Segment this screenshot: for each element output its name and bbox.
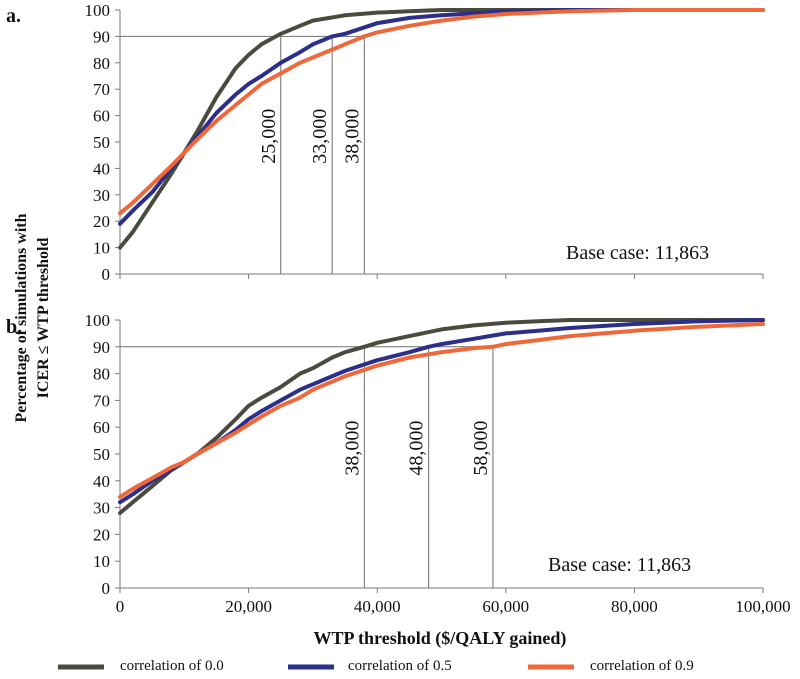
panel-a: a. Base case: 11,863 0 10 20 30 40 50 60 70 80 90… <box>6 1 765 284</box>
panel-a-series-line <box>118 8 765 226</box>
panel-a-series-line <box>118 8 765 216</box>
panel-a-y-tick-label: 30 <box>93 186 110 205</box>
legend-label-corr-0-5: correlation of 0.5 <box>348 658 452 674</box>
x-tick-label: 80,000 <box>611 597 658 616</box>
y-axis-title: Percentage of simulations with ICER ≤ WT… <box>13 213 52 422</box>
panel-b-series-line <box>118 318 765 515</box>
panel-b-label: b. <box>6 316 22 338</box>
panel-a-y-tick-label: 50 <box>93 133 110 152</box>
panel-a-y-tick-label: 10 <box>93 239 110 258</box>
panel-a-y-tick-label: 70 <box>93 80 110 99</box>
panel-a-marker-label: 38,000 <box>341 109 363 164</box>
panel-b-y-tick-label: 70 <box>93 391 110 410</box>
x-tick-label: 40,000 <box>354 597 401 616</box>
panel-b-y-tick-label: 60 <box>93 418 110 437</box>
panel-a-label: a. <box>6 5 21 27</box>
panel-b-marker-label: 48,000 <box>406 421 428 476</box>
panel-a-y-tick-label: 100 <box>85 1 111 20</box>
panel-b-marker-label: 58,000 <box>470 421 492 476</box>
panel-a-marker-label: 33,000 <box>309 109 331 164</box>
panel-a-marker-label: 25,000 <box>258 109 280 164</box>
panel-a-y-tick-label: 80 <box>93 54 110 73</box>
x-tick-label: 0 <box>116 597 125 616</box>
panel-a-y-tick-label: 60 <box>93 107 110 126</box>
panel-b-series-line <box>118 318 765 505</box>
panel-b-series-line <box>118 322 765 499</box>
x-tick-label: 20,000 <box>225 597 272 616</box>
x-tick-label: 100,000 <box>735 597 790 616</box>
x-axis-title: WTP threshold ($/QALY gained) <box>314 628 567 649</box>
panel-a-series-line <box>118 8 765 250</box>
y-axis-title-line1: Percentage of simulations with <box>13 213 30 422</box>
panel-a-y-tick-label: 40 <box>93 159 110 178</box>
panel-b-base-case: Base case: 11,863 <box>548 554 691 576</box>
panel-b-y-tick-label: 10 <box>93 552 110 571</box>
panel-b-y-tick-label: 20 <box>93 525 110 544</box>
panel-b: b. Base case: 11,863 0 10 20 30 40 50 60 70 80 90… <box>6 311 791 616</box>
panel-b-y-tick-label: 80 <box>93 365 110 384</box>
panel-b-y-tick-label: 90 <box>93 338 110 357</box>
legend-label-corr-0-0: correlation of 0.0 <box>120 658 224 674</box>
y-axis-title-line2: ICER ≤ WTP threshold <box>35 238 52 399</box>
legend-label-corr-0-9: correlation of 0.9 <box>590 658 694 674</box>
panel-b-y-tick-label: 40 <box>93 472 110 491</box>
panel-a-y-tick-label: 20 <box>93 212 110 231</box>
panel-b-y-tick-label: 0 <box>102 579 111 598</box>
panel-b-y-tick-label: 30 <box>93 499 110 518</box>
legend: correlation of 0.0 correlation of 0.5 co… <box>58 658 694 674</box>
panel-a-y-tick-label: 0 <box>102 265 111 284</box>
panel-b-y-tick-label: 50 <box>93 445 110 464</box>
panel-b-y-tick-label: 100 <box>85 311 111 330</box>
panel-a-y-tick-label: 90 <box>93 27 110 46</box>
x-tick-label: 60,000 <box>482 597 529 616</box>
panel-b-marker-label: 38,000 <box>341 421 363 476</box>
panel-a-base-case: Base case: 11,863 <box>566 242 709 264</box>
